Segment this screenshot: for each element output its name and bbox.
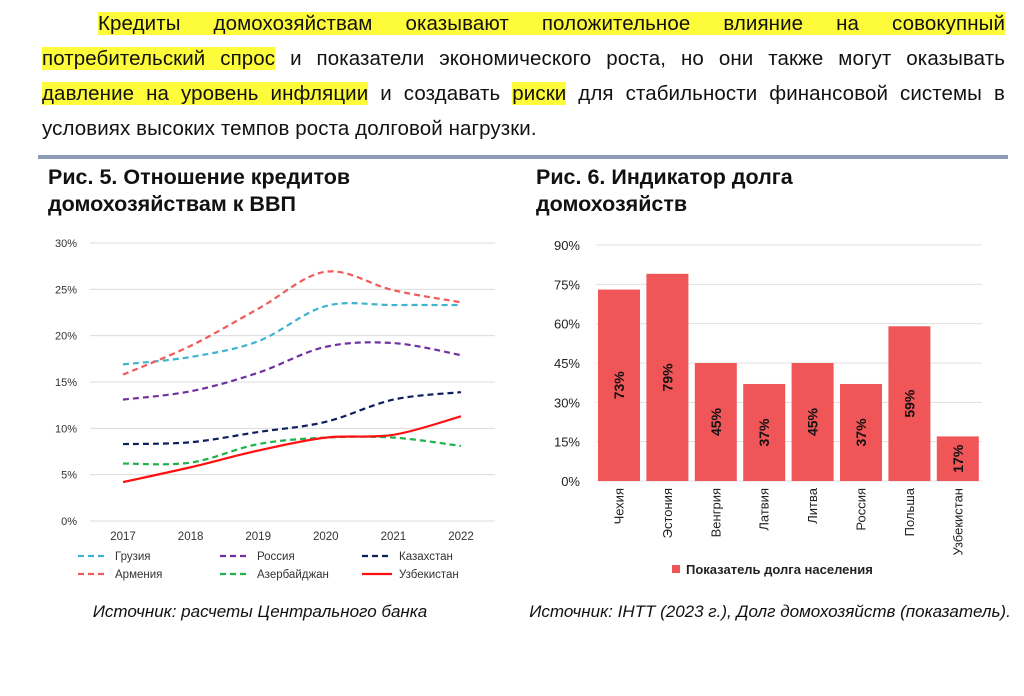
legend-label: Показатель долга населения: [686, 562, 873, 577]
series-line: [122, 302, 462, 366]
bar-value-label: 45%: [708, 407, 724, 436]
x-tick-label: Эстония: [660, 488, 675, 538]
bar: [694, 363, 737, 481]
section-divider: [38, 155, 1008, 159]
y-tick-label: 30%: [55, 238, 77, 250]
x-tick-label: 2020: [313, 531, 339, 543]
bar: [743, 383, 786, 481]
paragraph-text: и создавать: [368, 82, 513, 105]
fig5-source: Источник: расчеты Центрального банка: [92, 602, 428, 621]
y-tick-label: 45%: [554, 356, 580, 371]
intro-paragraph: Кредиты домохозяйствам оказывают положит…: [42, 6, 1005, 146]
legend-label: Грузия: [115, 551, 151, 563]
x-tick-label: 2021: [381, 531, 407, 543]
bar-value-label: 17%: [950, 444, 966, 473]
paragraph-text: и показатели экономического роста, но он…: [275, 47, 1006, 70]
y-tick-label: 60%: [554, 317, 580, 332]
series-line: [122, 341, 462, 401]
y-tick-label: 90%: [554, 238, 580, 253]
legend-label: Казахстан: [399, 551, 453, 563]
bar: [646, 273, 689, 481]
y-tick-label: 25%: [55, 284, 77, 296]
bar: [791, 363, 834, 481]
highlight-text: давление на уровень инфляции: [42, 82, 369, 105]
y-tick-label: 0%: [561, 474, 580, 489]
bar-value-label: 37%: [756, 418, 772, 447]
series-line: [122, 391, 462, 446]
bar: [840, 383, 882, 481]
series-line: [122, 435, 462, 466]
x-tick-label: Литва: [805, 487, 820, 524]
bar-value-label: 37%: [853, 418, 869, 447]
x-tick-label: Польша: [902, 487, 917, 536]
series-line: [122, 415, 462, 484]
bar-value-label: 45%: [805, 407, 821, 436]
y-tick-label: 5%: [61, 470, 77, 482]
fig6-title: Рис. 6. Индикатор долга домохозяйств: [536, 165, 793, 216]
bar-chart: 0% 15% 30% 45% 60% 75% 90% 73% Чехия 79% Эстония 45…: [554, 238, 982, 577]
bar-value-label: 59%: [901, 389, 917, 418]
fig5-title: Рис. 5. Отношение кредитов домохозяйства…: [48, 165, 351, 216]
y-tick-label: 0%: [61, 516, 77, 528]
series-line: [122, 270, 462, 376]
bar: [936, 436, 979, 481]
x-tick-label: Венгрия: [708, 488, 723, 537]
highlight-text: риски: [512, 82, 567, 105]
bar: [888, 326, 931, 481]
x-tick-label: 2017: [110, 531, 136, 543]
legend-swatch: [672, 565, 680, 573]
x-tick-label: 2019: [245, 531, 271, 543]
y-tick-label: 30%: [554, 395, 580, 410]
legend-label: Россия: [257, 551, 295, 563]
x-tick-label: Чехия: [612, 488, 627, 524]
legend-label: Армения: [115, 569, 162, 581]
legend-label: Узбекистан: [399, 569, 459, 581]
bar-value-label: 73%: [611, 371, 627, 400]
bar: [598, 289, 640, 481]
y-tick-label: 75%: [554, 277, 580, 292]
paragraph-text: для стабильности финансовой системы в ус…: [42, 82, 1005, 140]
bar-value-label: 79%: [659, 363, 675, 392]
x-tick-label: Латвия: [757, 488, 772, 531]
legend-label: Азербайджан: [257, 569, 329, 581]
y-tick-label: 15%: [55, 377, 77, 389]
x-tick-label: 2022: [448, 531, 474, 543]
y-tick-label: 10%: [55, 423, 77, 435]
x-tick-label: Россия: [854, 488, 869, 531]
x-tick-label: Узбекистан: [950, 488, 965, 556]
line-chart: 0% 5% 10% 15% 20% 25% 30% 2017 2018 2019 2020 2021 2…: [55, 238, 495, 581]
y-tick-label: 20%: [55, 331, 77, 343]
y-tick-label: 15%: [554, 435, 580, 450]
fig6-source: Источник: IHTT (2023 г.), Долг домохозяй…: [529, 602, 1011, 621]
x-tick-label: 2018: [178, 531, 204, 543]
